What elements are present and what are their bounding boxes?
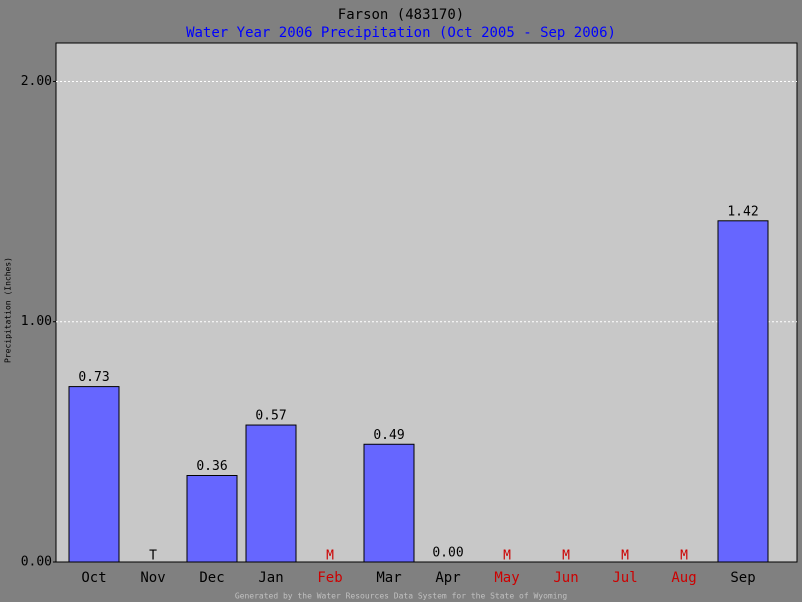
x-tick-label: Nov — [140, 570, 165, 586]
chart-subtitle: Water Year 2006 Precipitation (Oct 2005 … — [186, 25, 616, 41]
x-tick-label: Aug — [671, 570, 696, 586]
value-label: M — [503, 549, 511, 564]
value-label: 0.49 — [373, 428, 404, 443]
value-label: 0.73 — [78, 370, 109, 385]
plot-area — [55, 42, 798, 563]
value-label: 0.00 — [432, 546, 463, 561]
footer: Generated by the Water Resources Data Sy… — [235, 592, 568, 601]
value-label: 0.57 — [255, 409, 286, 424]
bar — [68, 386, 120, 563]
value-label: M — [680, 549, 688, 564]
x-tick-label: Sep — [730, 570, 755, 586]
x-tick-label: Jul — [612, 570, 637, 586]
value-label: M — [621, 549, 629, 564]
x-tick-label: Dec — [199, 570, 224, 586]
value-label: M — [326, 549, 334, 564]
value-label: T — [149, 549, 157, 564]
x-tick-label: Jan — [258, 570, 283, 586]
value-label: 1.42 — [727, 204, 758, 219]
y-axis-label: Precipitation (Inches) — [4, 257, 13, 363]
bar — [717, 220, 769, 563]
x-tick-label: Apr — [435, 570, 460, 586]
x-tick-label: Feb — [317, 570, 342, 586]
x-tick-label: Mar — [376, 570, 401, 586]
bar — [245, 424, 297, 563]
chart-title: Farson (483170) — [338, 7, 464, 23]
y-tick-label: 2.00 — [21, 74, 52, 89]
x-tick-label: Oct — [81, 570, 106, 586]
x-tick-label: Jun — [553, 570, 578, 586]
x-tick-label: May — [494, 570, 519, 586]
bar — [186, 475, 238, 563]
value-label: M — [562, 549, 570, 564]
y-tick-label: 0.00 — [21, 555, 52, 570]
y-tick-label: 1.00 — [21, 314, 52, 329]
value-label: 0.36 — [196, 459, 227, 474]
bar — [363, 443, 415, 563]
